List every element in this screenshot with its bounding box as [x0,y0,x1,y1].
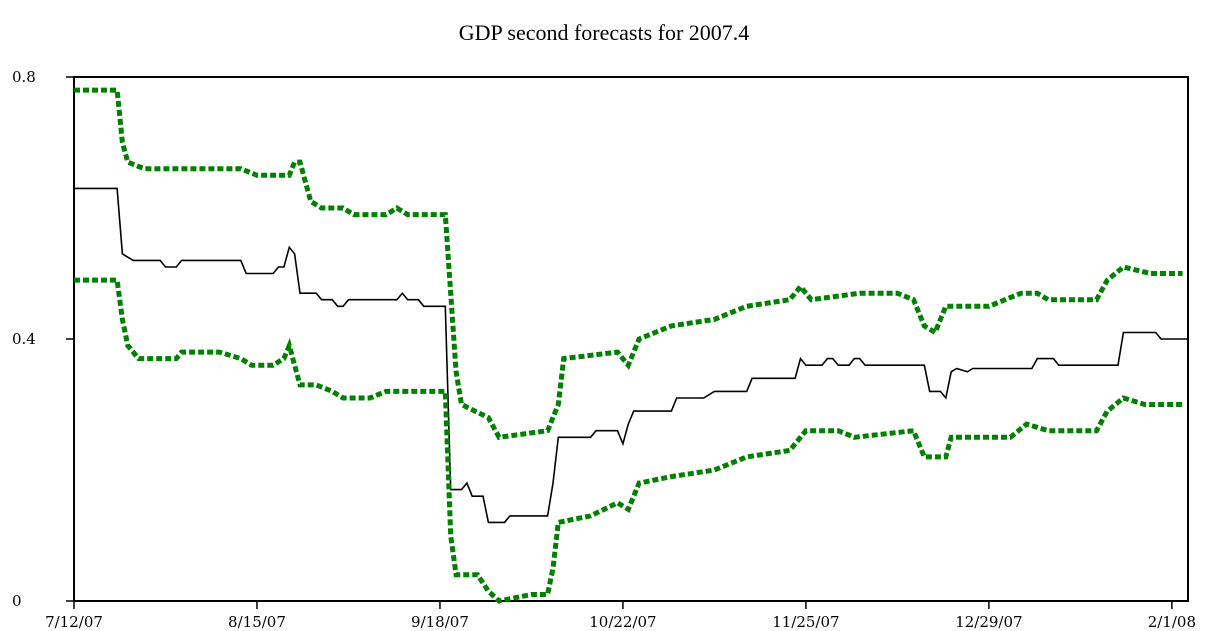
series-line-lower [74,277,1183,604]
x-tick-label: 2/1/08 [1148,613,1196,631]
plot-frame [73,76,1189,602]
series-line-forecast [74,187,1188,524]
x-tick-label: 7/12/07 [45,613,103,631]
x-tick-label: 12/29/07 [955,613,1022,631]
y-tick-label: 0.4 [12,330,36,348]
x-tick-label: 8/15/07 [228,613,286,631]
plot-area-border [73,76,1189,602]
series-line-upper [74,87,1183,441]
axis-layer: 0 0.4 0.8 7/12/07 8/15/07 9/18/07 10/22/07 11/2… [12,68,1196,631]
x-tick-label: 10/22/07 [589,613,656,631]
x-tick-label: 9/18/07 [411,613,469,631]
chart-title: GDP second forecasts for 2007.4 [458,20,750,45]
series-layer [74,87,1188,604]
x-tick-label: 11/25/07 [772,613,839,631]
y-tick-label: 0 [12,592,22,610]
y-tick-label: 0.8 [12,68,36,86]
